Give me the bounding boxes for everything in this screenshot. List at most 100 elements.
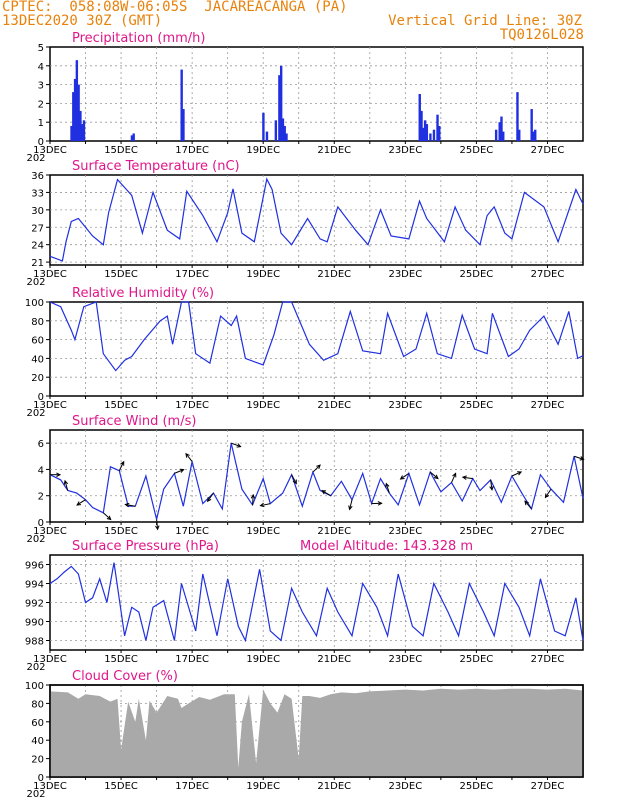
wind-arrow [312,464,321,473]
precip-bar [130,135,134,141]
x-tick-label: 13DEC [33,654,67,665]
wind-arrow-head [489,485,494,491]
x-tick-label: 23DEC [388,781,422,792]
x-tick-label: 27DEC [531,400,565,411]
x-tick-label: 17DEC [175,654,209,665]
x-tick-label: 27DEC [531,526,565,537]
y-tick-label: 40 [31,736,44,747]
precip-bar [516,92,519,141]
y-tick-label: 0 [38,518,44,529]
x-tick-label: 27DEC [531,781,565,792]
x-tick-label: 23DEC [388,526,422,537]
wind-arrow-head [155,525,160,531]
wind-arrow-head [399,475,405,480]
panel-title: Precipitation (mm/h) [72,31,205,46]
y-tick-label: 990 [25,618,44,629]
wind-arrow [76,499,86,506]
precip-bar [532,131,535,141]
wind-arrow [174,469,184,474]
wind-arrow [385,483,390,494]
x-tick-label: 15DEC [104,526,138,537]
x-tick-label: 17DEC [175,781,209,792]
y-tick-label: 40 [31,354,44,365]
precip-bar [423,120,427,141]
y-tick-label: 80 [31,699,44,710]
header-station: CPTEC: 058:08W-06:05S JACAREACANGA (PA) [2,0,348,15]
wind-arrow-head [124,502,130,508]
x-tick-label: 13DEC [33,269,67,280]
x-tick-label: 15DEC [104,269,138,280]
precip-bar [502,131,505,141]
wind-arrow-head [544,493,550,499]
wind-arrow [207,492,214,502]
x-tick-label: 25DEC [460,526,494,537]
y-tick-label: 2 [38,99,44,110]
panel-title: Cloud Cover (%) [72,669,178,684]
y-tick-label: 0 [38,392,44,403]
y-tick-label: 100 [25,681,44,692]
x-tick-label: 15DEC [104,654,138,665]
y-tick-label: 5 [38,43,44,54]
y-tick-label: 4 [38,465,44,476]
x-tick-label: 17DEC [175,400,209,411]
y-tick-label: 30 [31,206,44,217]
precip-bar [429,133,432,141]
x-tick-label: 19DEC [246,269,280,280]
wind-arrow [524,500,532,510]
precip-bar [432,129,436,141]
x-tick-label: 17DEC [175,145,209,156]
wind-arrow [185,453,193,462]
x-tick-label: 23DEC [388,269,422,280]
panel-annotation: Model Altitude: 143.328 m [300,539,473,554]
wind-arrow-head [106,515,112,521]
wind-arrow [573,455,584,460]
series-line [49,177,584,262]
wind-arrow [451,473,457,483]
y-tick-label: 2 [38,492,44,503]
wind-arrow-head [236,443,242,448]
x-year-label: 202 [26,408,45,419]
wind-arrow-head [348,505,353,511]
wind-arrow-head [579,456,585,461]
x-tick-label: 19DEC [246,781,280,792]
y-tick-label: 21 [31,258,44,269]
y-tick-label: 80 [31,317,44,328]
wind-arrow-head [179,468,185,473]
x-year-label: 202 [26,534,45,545]
x-tick-label: 21DEC [317,654,351,665]
precip-bar [436,114,439,141]
y-tick-label: 33 [31,188,44,199]
wind-arrow [291,474,297,484]
x-tick-label: 21DEC [317,526,351,537]
x-tick-label: 17DEC [175,269,209,280]
precip-bar [425,124,429,141]
precip-bar [82,120,86,141]
y-tick-label: 4 [38,62,44,73]
x-year-label: 202 [26,789,45,800]
panel-frame [49,46,584,142]
precip-bar [530,109,533,141]
x-tick-label: 21DEC [317,400,351,411]
wind-arrow-head [316,464,321,470]
header-datetime: 13DEC2020 30Z (GMT) [2,13,163,29]
wind-arrow [231,442,241,448]
x-tick-label: 17DEC [175,526,209,537]
y-tick-label: 988 [25,637,44,648]
wind-arrow-head [206,497,212,503]
precip-bar [80,124,84,141]
wind-arrow [545,488,552,498]
x-tick-label: 25DEC [460,400,494,411]
y-tick-label: 20 [31,373,44,384]
wind-arrow [156,519,159,530]
panel-frame [49,684,584,778]
x-year-label: 202 [26,277,45,288]
wind-arrow-head [452,472,457,478]
series-line [49,301,584,372]
panel-frame [49,301,584,397]
wind-arrow-head [377,501,383,506]
precip-bar [274,120,278,141]
precip-bar [70,125,73,141]
y-tick-label: 0 [38,773,44,784]
precip-bar [278,75,281,141]
